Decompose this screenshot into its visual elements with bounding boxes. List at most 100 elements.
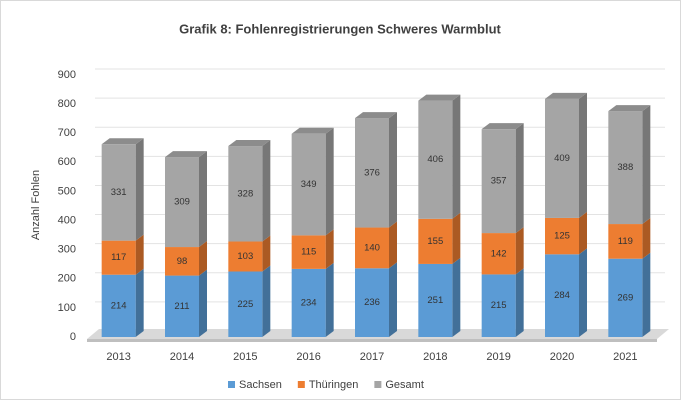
bar-side — [325, 229, 334, 269]
bar — [545, 98, 579, 218]
data-label: 155 — [427, 236, 443, 247]
bar-side — [579, 92, 587, 218]
bar-side — [515, 268, 524, 337]
bar-side — [515, 227, 524, 275]
data-label: 117 — [111, 252, 126, 263]
bar-side — [135, 138, 144, 241]
legend-label: Thüringen — [309, 379, 359, 391]
bar — [165, 275, 199, 337]
y-tick-label: 500 — [58, 185, 76, 197]
x-tick-label: 2018 — [423, 351, 447, 363]
bar — [355, 227, 389, 269]
bar-side — [389, 262, 397, 337]
legend-swatch — [228, 381, 235, 388]
y-tick-label: 0 — [70, 331, 76, 343]
bar-top — [291, 127, 334, 134]
data-label: 284 — [554, 290, 570, 301]
x-tick-label: 2013 — [106, 351, 130, 363]
x-tick-label: 2017 — [360, 351, 384, 363]
bar — [228, 241, 263, 272]
bar-side — [199, 151, 207, 248]
y-tick-label: 400 — [58, 214, 76, 226]
data-label: 236 — [364, 297, 380, 308]
bar — [291, 268, 326, 337]
data-label: 328 — [237, 188, 253, 199]
bar-top — [101, 138, 144, 145]
y-tick-label: 100 — [58, 302, 76, 314]
bar — [418, 100, 453, 219]
data-label: 125 — [554, 231, 570, 242]
bar-top — [418, 94, 461, 101]
floor-edge — [87, 339, 657, 342]
legend-label: Sachsen — [239, 379, 282, 391]
data-label: 309 — [174, 197, 190, 208]
data-label: 225 — [237, 299, 253, 310]
y-tick-label: 200 — [58, 273, 76, 285]
bar — [228, 146, 263, 242]
y-tick-label: 600 — [58, 156, 76, 168]
bar-side — [135, 234, 144, 275]
bar — [228, 271, 263, 337]
bar-side — [515, 123, 524, 234]
bar-side — [199, 241, 207, 276]
data-label: 140 — [364, 242, 380, 253]
data-label: 103 — [237, 251, 253, 262]
data-label: 215 — [491, 300, 507, 311]
data-label: 115 — [301, 247, 316, 258]
data-label: 142 — [491, 248, 507, 259]
data-label: 349 — [301, 179, 317, 190]
bar-side — [325, 262, 334, 337]
bar-side — [135, 268, 144, 337]
bar — [418, 263, 453, 337]
bar-side — [199, 269, 207, 337]
x-tick-label: 2014 — [170, 351, 194, 363]
data-label: 234 — [301, 297, 317, 308]
bar — [481, 129, 516, 234]
bar — [608, 258, 643, 337]
bar — [608, 111, 643, 225]
y-tick-label: 900 — [58, 69, 76, 81]
data-label: 409 — [554, 153, 570, 164]
data-label: 211 — [174, 301, 189, 312]
bar-side — [262, 140, 271, 242]
data-label: 406 — [427, 154, 443, 165]
bar-side — [452, 94, 461, 219]
bar-side — [642, 105, 651, 225]
data-label: 98 — [177, 256, 188, 267]
data-label: 357 — [491, 176, 507, 187]
bar-side — [262, 265, 271, 337]
bar-side — [389, 112, 397, 228]
y-axis-label: Anzahl Fohlen — [30, 170, 42, 240]
bar-side — [452, 212, 461, 264]
bar-side — [579, 211, 587, 255]
bar — [291, 133, 326, 236]
legend-swatch — [297, 381, 305, 388]
x-tick-label: 2015 — [233, 351, 257, 363]
data-label: 388 — [617, 162, 633, 173]
bar-side — [452, 257, 461, 337]
data-label: 269 — [617, 292, 633, 303]
chart-title: Grafik 8: Fohlenregistrierungen Schweres… — [179, 21, 501, 36]
bar — [545, 217, 579, 255]
data-label: 119 — [618, 236, 633, 247]
bar-side — [579, 248, 587, 337]
bar-top — [481, 123, 524, 130]
bar-side — [325, 127, 334, 236]
bar-top — [608, 105, 651, 112]
y-tick-label: 700 — [58, 127, 76, 139]
bar-top — [545, 92, 587, 99]
bar-side — [389, 221, 397, 269]
y-tick-label: 300 — [58, 244, 76, 256]
bar — [165, 247, 199, 276]
bar — [291, 235, 326, 269]
x-tick-label: 2020 — [550, 351, 574, 363]
bar-side — [642, 252, 651, 337]
x-tick-label: 2016 — [296, 351, 320, 363]
y-tick-label: 800 — [58, 98, 76, 110]
bar — [481, 274, 516, 337]
bar-top — [355, 112, 397, 119]
x-tick-label: 2021 — [613, 351, 637, 363]
bar-side — [642, 218, 651, 259]
bar-top — [165, 151, 207, 158]
